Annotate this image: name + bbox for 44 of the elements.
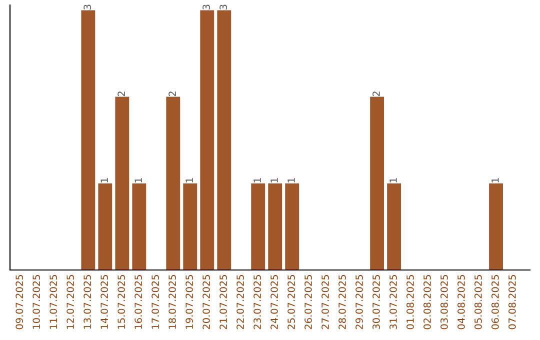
x-tick-label: 01.08.2025: [406, 275, 414, 330]
data-label: 1: [492, 178, 499, 182]
x-tick-label: 22.07.2025: [236, 275, 244, 330]
data-label: 2: [168, 92, 176, 96]
data-label: 2: [372, 92, 380, 96]
x-tick-label: 30.07.2025: [372, 275, 380, 330]
data-label: 1: [254, 178, 261, 182]
x-tick-label: 21.07.2025: [220, 275, 227, 330]
x-tick-label: 19.07.2025: [186, 275, 193, 329]
x-tick-label: 26.07.2025: [304, 275, 312, 330]
x-tick-label: 16.07.2025: [134, 275, 142, 329]
x-tick-label: 02.08.2025: [424, 275, 431, 330]
x-tick-label: 24.07.2025: [270, 275, 278, 330]
x-tick-label: 11.07.2025: [50, 275, 58, 329]
x-tick-label: 13.07.2025: [84, 275, 91, 329]
x-tick-label: 10.07.2025: [32, 275, 40, 329]
x-tick-label: 12.07.2025: [66, 275, 74, 329]
x-tick-label: 25.07.2025: [288, 275, 295, 330]
x-tick-label: 23.07.2025: [254, 275, 261, 330]
x-tick-label: 07.08.2025: [508, 275, 516, 330]
data-label: 1: [270, 178, 278, 182]
x-tick-label: 28.07.2025: [338, 275, 346, 330]
x-tick-label: 05.08.2025: [474, 275, 482, 330]
data-label: 1: [390, 178, 397, 182]
x-tick-label: 14.07.2025: [100, 275, 108, 329]
data-label: 3: [84, 4, 91, 10]
x-tick-label: 09.07.2025: [16, 275, 24, 330]
data-label: 1: [288, 178, 295, 182]
data-label: 3: [220, 4, 227, 10]
x-tick-label: 03.08.2025: [440, 275, 448, 330]
x-tick-label: 31.07.2025: [390, 275, 397, 330]
x-tick-label: 04.08.2025: [457, 275, 465, 330]
data-label: 1: [100, 178, 108, 182]
data-label: 1: [186, 178, 193, 182]
x-tick-label: 06.08.2025: [491, 275, 499, 330]
x-tick-label: 27.07.2025: [322, 275, 329, 330]
data-label: 3: [202, 4, 210, 10]
x-tick-label: 29.07.2025: [356, 275, 363, 330]
data-label: 2: [118, 92, 125, 96]
x-tick-label: 20.07.2025: [202, 275, 210, 330]
x-tick-label: 15.07.2025: [118, 275, 125, 329]
x-tick-label: 18.07.2025: [168, 275, 176, 329]
data-label: 1: [134, 178, 142, 182]
x-tick-label: 17.07.2025: [152, 275, 159, 329]
